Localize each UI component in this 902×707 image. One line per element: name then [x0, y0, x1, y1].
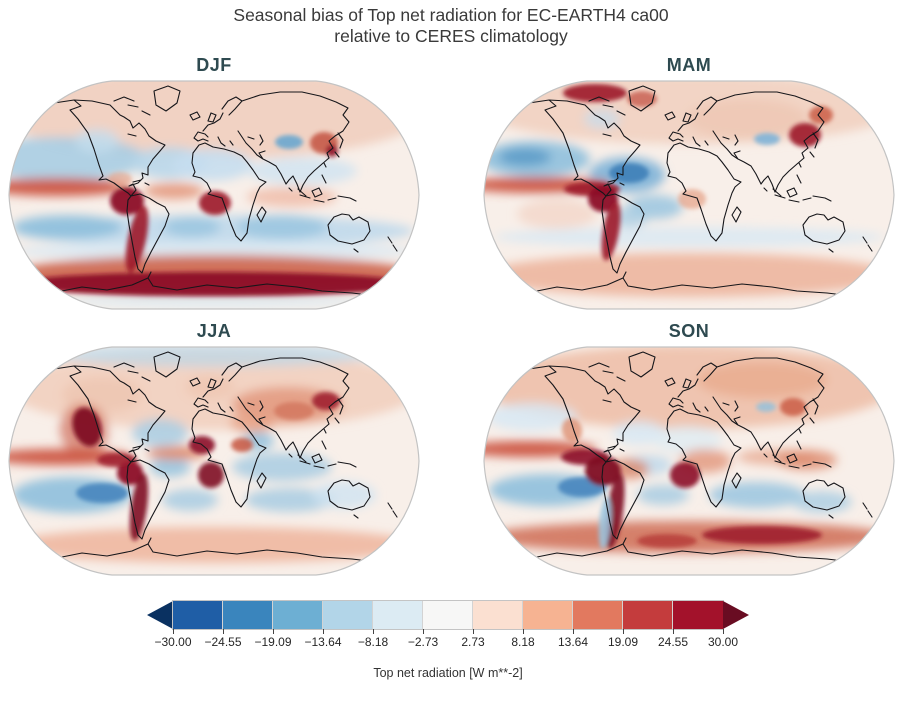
colorbar-tick-label: 2.73 — [461, 635, 485, 649]
panel-son-label: SON — [668, 321, 710, 341]
map-grid: DJF MAM JJA SON — [0, 47, 902, 577]
colorbar-tick — [223, 629, 224, 634]
colorbar-segment — [423, 601, 473, 629]
panel-djf: DJF — [2, 49, 426, 311]
colorbar-segment — [673, 601, 723, 629]
figure-title-line1: Seasonal bias of Top net radiation for E… — [233, 5, 669, 25]
map-mam — [483, 80, 895, 310]
map-jja — [8, 346, 420, 576]
colorbar-segment — [173, 601, 223, 629]
colorbar-tick-label: −8.18 — [357, 635, 389, 649]
colorbar-tick-label: −30.00 — [154, 635, 192, 649]
colorbar-tick-label: −19.09 — [254, 635, 292, 649]
panel-mam: MAM — [477, 49, 901, 311]
colorbar-bar — [147, 600, 749, 630]
colorbar-ticklabels: −30.00 −24.55 −19.09 −13.64 −8.18 −2.73 2.73 8.… — [154, 634, 738, 649]
colorbar-tick — [573, 629, 574, 634]
colorbar-tick-label: 24.55 — [657, 635, 689, 649]
colorbar-tick — [373, 629, 374, 634]
colorbar-tickmarks — [173, 629, 724, 634]
colorbar-tick — [423, 629, 424, 634]
colorbar-segment — [223, 601, 273, 629]
colorbar-segment — [273, 601, 323, 629]
map-son — [483, 346, 895, 576]
colorbar-tick-label: 8.18 — [511, 635, 535, 649]
colorbar-tick-label: −13.64 — [304, 635, 342, 649]
panel-jja-label: JJA — [196, 321, 232, 341]
figure-title: Seasonal bias of Top net radiation for E… — [0, 0, 902, 47]
map-djf — [8, 80, 420, 310]
panel-son: SON — [477, 315, 901, 577]
panel-jja: JJA — [2, 315, 426, 577]
colorbar-tick — [523, 629, 524, 634]
colorbar-tick — [673, 629, 674, 634]
colorbar-tick — [323, 629, 324, 634]
colorbar-tick-label: 30.00 — [707, 635, 739, 649]
colorbar-segment — [323, 601, 373, 629]
colorbar-extend-right-arrow — [723, 601, 749, 629]
colorbar-tick-label: 13.64 — [557, 635, 589, 649]
colorbar-segment — [373, 601, 423, 629]
colorbar-tick-label: −2.73 — [407, 635, 439, 649]
colorbar: −30.00 −24.55 −19.09 −13.64 −8.18 −2.73 2.73 8.… — [147, 600, 749, 680]
colorbar-axis-label: Top net radiation [W m**-2] — [373, 666, 523, 680]
colorbar-segment — [473, 601, 523, 629]
colorbar-tick — [623, 629, 624, 634]
colorbar-segment — [623, 601, 673, 629]
panel-djf-label: DJF — [196, 55, 232, 75]
colorbar-segment — [523, 601, 573, 629]
colorbar-tick-label: 19.09 — [607, 635, 639, 649]
colorbar-tick — [273, 629, 274, 634]
colorbar-segment — [573, 601, 623, 629]
colorbar-tick — [173, 629, 174, 634]
colorbar-extend-left-arrow — [147, 601, 173, 629]
panel-mam-label: MAM — [666, 55, 712, 75]
colorbar-tick-label: −24.55 — [204, 635, 242, 649]
colorbar-tick — [473, 629, 474, 634]
figure-title-line2: relative to CERES climatology — [334, 26, 568, 46]
colorbar-tick — [723, 629, 724, 634]
colorbar-segments — [172, 600, 724, 630]
